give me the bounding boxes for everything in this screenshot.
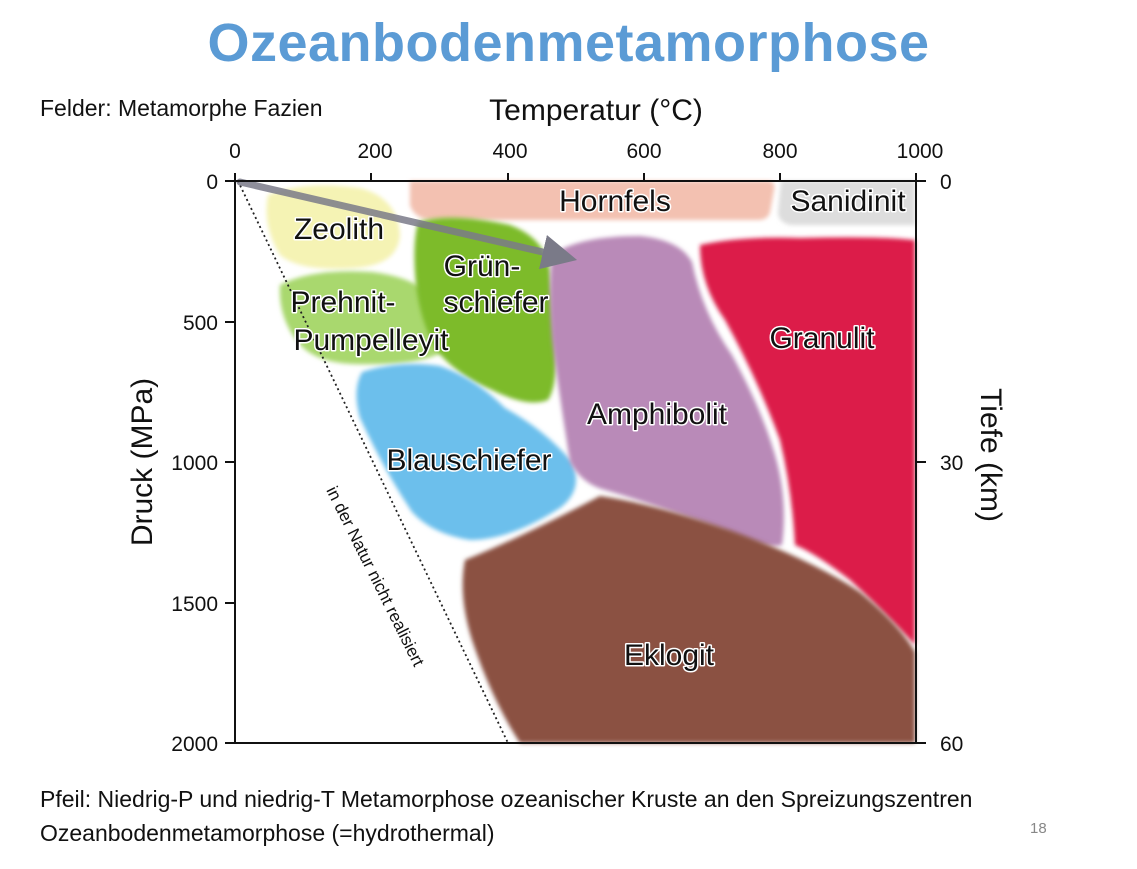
depth-tick-label: 60 (940, 733, 963, 756)
right-axis-title: Tiefe (km) (974, 388, 1007, 522)
prehnit-label-2: Pumpelleyit (293, 324, 449, 357)
sanidinit-label: Sanidinit (790, 185, 906, 218)
x-axis-title: Temperatur (°C) (489, 94, 703, 127)
blauschiefer-field (356, 364, 576, 540)
amphibolit-label: Amphibolit (587, 398, 728, 431)
blauschiefer-label: Blauschiefer (386, 444, 551, 477)
slide-title: Ozeanbodenmetamorphose (207, 13, 930, 73)
x-tick-label: 600 (626, 140, 661, 163)
facies-fields (266, 181, 915, 743)
gruenschiefer-label-1: Grün- (444, 250, 521, 283)
unrealized-boundary-line (237, 180, 509, 744)
amphibolit-field (550, 236, 784, 546)
zeolith-field (266, 185, 400, 269)
granulit-label: Granulit (769, 322, 875, 355)
slide-number: 18 (1030, 820, 1047, 837)
sanidinit-field (778, 181, 915, 225)
gruenschiefer-label-2: schiefer (443, 286, 548, 319)
prehnit-pumpelleyit-field (279, 271, 444, 365)
y-tick-label: 2000 (171, 733, 218, 756)
granulit-field (700, 237, 915, 646)
tick-marks (225, 173, 926, 744)
depth-tick-label: 30 (940, 452, 963, 475)
ocean-floor-arrow (236, 178, 578, 270)
y-tick-label: 0 (206, 171, 218, 194)
depth-tick-label: 0 (940, 171, 952, 194)
y-tick-label: 1500 (171, 593, 218, 616)
caption-arrow-explanation: Pfeil: Niedrig-P und niedrig-T Metamorph… (40, 786, 973, 812)
eklogit-label: Eklogit (624, 639, 715, 672)
x-tick-label: 0 (229, 140, 241, 163)
x-tick-label: 800 (762, 140, 797, 163)
eklogit-field (462, 496, 915, 743)
hornfels-field (410, 181, 775, 220)
y-axis-title: Druck (MPa) (126, 378, 159, 546)
prehnit-label-1: Prehnit- (290, 286, 395, 319)
caption-ocean-floor: Ozeanbodenmetamorphose (=hydrothermal) (40, 820, 495, 846)
legend-note: Felder: Metamorphe Fazien (40, 95, 323, 121)
x-tick-label: 1000 (897, 140, 944, 163)
y-tick-label: 1000 (171, 452, 218, 475)
hornfels-label: Hornfels (559, 185, 671, 218)
x-tick-label: 400 (492, 140, 527, 163)
y-tick-label: 500 (183, 312, 218, 335)
gruenschiefer-field (414, 217, 557, 403)
zeolith-label: Zeolith (294, 213, 384, 246)
x-tick-label: 200 (357, 140, 392, 163)
